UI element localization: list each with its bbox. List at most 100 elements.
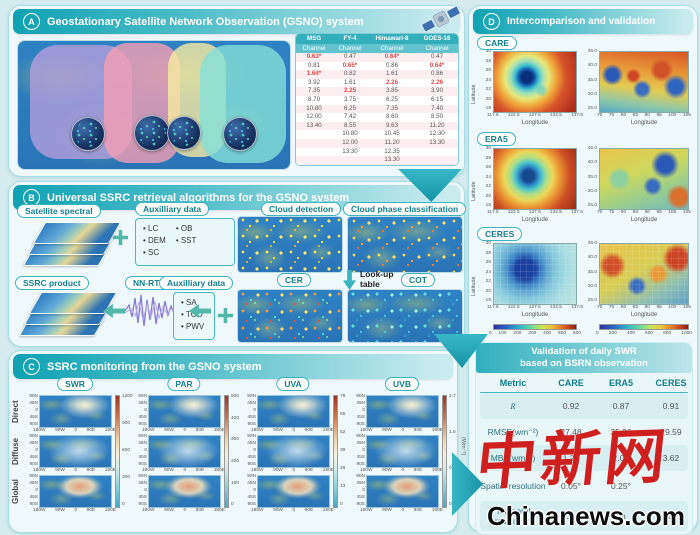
auxiliary-data-box-1: LCDEMSC OBSST	[135, 218, 235, 266]
tick: 90W	[382, 508, 392, 513]
table-row: 8.70 3.75 6.25 6.15	[296, 96, 458, 105]
row-label-diffuse: Diffuse	[11, 437, 20, 466]
tick: 28	[485, 58, 491, 64]
cell: 1h	[566, 511, 576, 521]
title-line1: Validation of daily SWR	[531, 346, 637, 357]
tick: 45N	[247, 481, 256, 487]
tick: 90N	[29, 394, 38, 399]
tick: 90S	[138, 502, 147, 508]
tick: 30.0	[587, 283, 597, 289]
table-row: Temporal resolution 1h 1h 1h	[480, 501, 688, 531]
cell	[296, 148, 332, 157]
tick: 25.0	[587, 298, 597, 304]
tick: 45N	[247, 401, 256, 407]
cer-speckles	[238, 290, 342, 342]
tick: 100	[668, 305, 677, 310]
tick: 105	[682, 305, 691, 310]
spectral-sheet	[32, 222, 122, 244]
tick: 24	[485, 269, 491, 275]
x-ticks: 180W 90W 0 90E 180E	[360, 428, 443, 435]
tick: 45.0	[587, 146, 597, 151]
map-diffuse-uvb	[366, 435, 439, 468]
map-global-uva	[257, 475, 330, 508]
table-row: 13.30 12.35	[296, 148, 458, 157]
x-ticks: 180W 90W 0 90E 180E	[360, 508, 443, 515]
cell: Channel	[302, 45, 326, 52]
tick: 90N	[138, 434, 147, 439]
tick: 0	[292, 468, 296, 473]
column-uva: UVA 90N 45N 0 45S 90S 180W 90W 0 90E 180E 90N 45N…	[245, 351, 353, 532]
tick: 45S	[29, 415, 38, 421]
tick: 78	[340, 394, 346, 399]
map-global-uvb	[366, 475, 439, 508]
cell: Channel	[380, 45, 404, 52]
tick: 400	[543, 331, 552, 336]
y-ticks: 90N 45N 0 45S 90S	[245, 474, 256, 508]
tick: 180E	[213, 468, 225, 473]
row-label-global: Global	[11, 479, 20, 504]
tick: 0	[183, 428, 187, 433]
tick: 180E	[431, 468, 443, 473]
cell: Channel	[425, 45, 449, 52]
tick: 45S	[29, 455, 38, 461]
cell: 10.45	[384, 130, 400, 138]
x-ticks: 117.5 122.5 127.5 132.5 137.5	[487, 113, 583, 119]
tick: 90W	[273, 508, 283, 513]
cell: 0.87	[612, 401, 630, 411]
tick: 0	[74, 468, 78, 473]
table-row: 7.35 2.25 3.85 3.90	[296, 87, 458, 96]
cell: FY-4	[343, 35, 357, 42]
cell: 2.09	[612, 453, 630, 463]
aux-list-col1: LCDEMSC	[143, 223, 166, 261]
x-ticks: 180W 90W 0 90E 180E	[251, 468, 334, 475]
tick: 600	[122, 448, 131, 454]
table-row: 3.92 1.61 2.26 2.26	[296, 79, 458, 88]
tick: 180W	[33, 428, 46, 433]
x-ticks: 180W 90W 0 90E 180E	[142, 428, 225, 435]
tick: 180E	[213, 428, 225, 433]
longitude-label: Longitude	[630, 312, 658, 318]
cell: 13.40	[306, 121, 322, 129]
tick: 0	[35, 448, 38, 454]
tick: 0	[144, 488, 147, 494]
tick: 117.5	[487, 305, 499, 310]
y-ticks: 90N 45N 0 45S 90S	[354, 474, 365, 508]
tick: 90E	[304, 428, 314, 433]
tick: 90N	[138, 474, 147, 479]
panel-d-letter: D	[483, 13, 500, 30]
cell: 1h	[666, 511, 676, 521]
tick: 90W	[164, 428, 174, 433]
tick: 0	[74, 428, 78, 433]
tick: 180W	[251, 428, 264, 433]
tick: 70	[597, 210, 603, 215]
tick: 0	[231, 502, 234, 508]
tick: 90E	[195, 428, 205, 433]
table-row: 13.30	[296, 156, 458, 165]
tick: 90W	[55, 508, 65, 513]
tick: 90W	[55, 468, 65, 473]
cell: 11.20	[384, 138, 400, 146]
cell: 7.40	[430, 104, 444, 112]
cot-label: COT	[401, 273, 435, 287]
h8-label: H-8	[218, 169, 238, 170]
tick: 24	[485, 174, 491, 180]
tick: 18	[485, 203, 491, 209]
latitude-label: Latitude	[471, 181, 477, 201]
tick: 0	[253, 408, 256, 414]
cell: 9.63	[385, 121, 399, 129]
colorbar-typhoon	[493, 324, 577, 330]
tick: 30	[485, 146, 491, 151]
cell: 13.30	[429, 138, 445, 146]
colorbar-ticks: 500 400 300 200 100 0	[231, 394, 247, 508]
tick: 90E	[195, 508, 205, 513]
watermark-chinese-logo: 中新网	[472, 421, 674, 499]
tick: 26	[485, 165, 491, 171]
cell: 3.92	[307, 78, 321, 86]
longitude-label: Longitude	[521, 120, 549, 126]
tick: 26	[340, 466, 346, 472]
y-ticks: 90N 45N 0 45S 90S	[136, 474, 147, 508]
table-row: MBE(wm⁻²) 1.29 2.09 3.62	[480, 445, 688, 471]
column-par: PAR 90N 45N 0 45S 90S 180W 90W 0 90E 180E 90N 45N…	[136, 351, 244, 532]
y-ticks: 90N 45N 0 45S 90S	[27, 474, 38, 508]
colorbar-ticks: 0 200 400 600 800 1000	[596, 331, 692, 337]
